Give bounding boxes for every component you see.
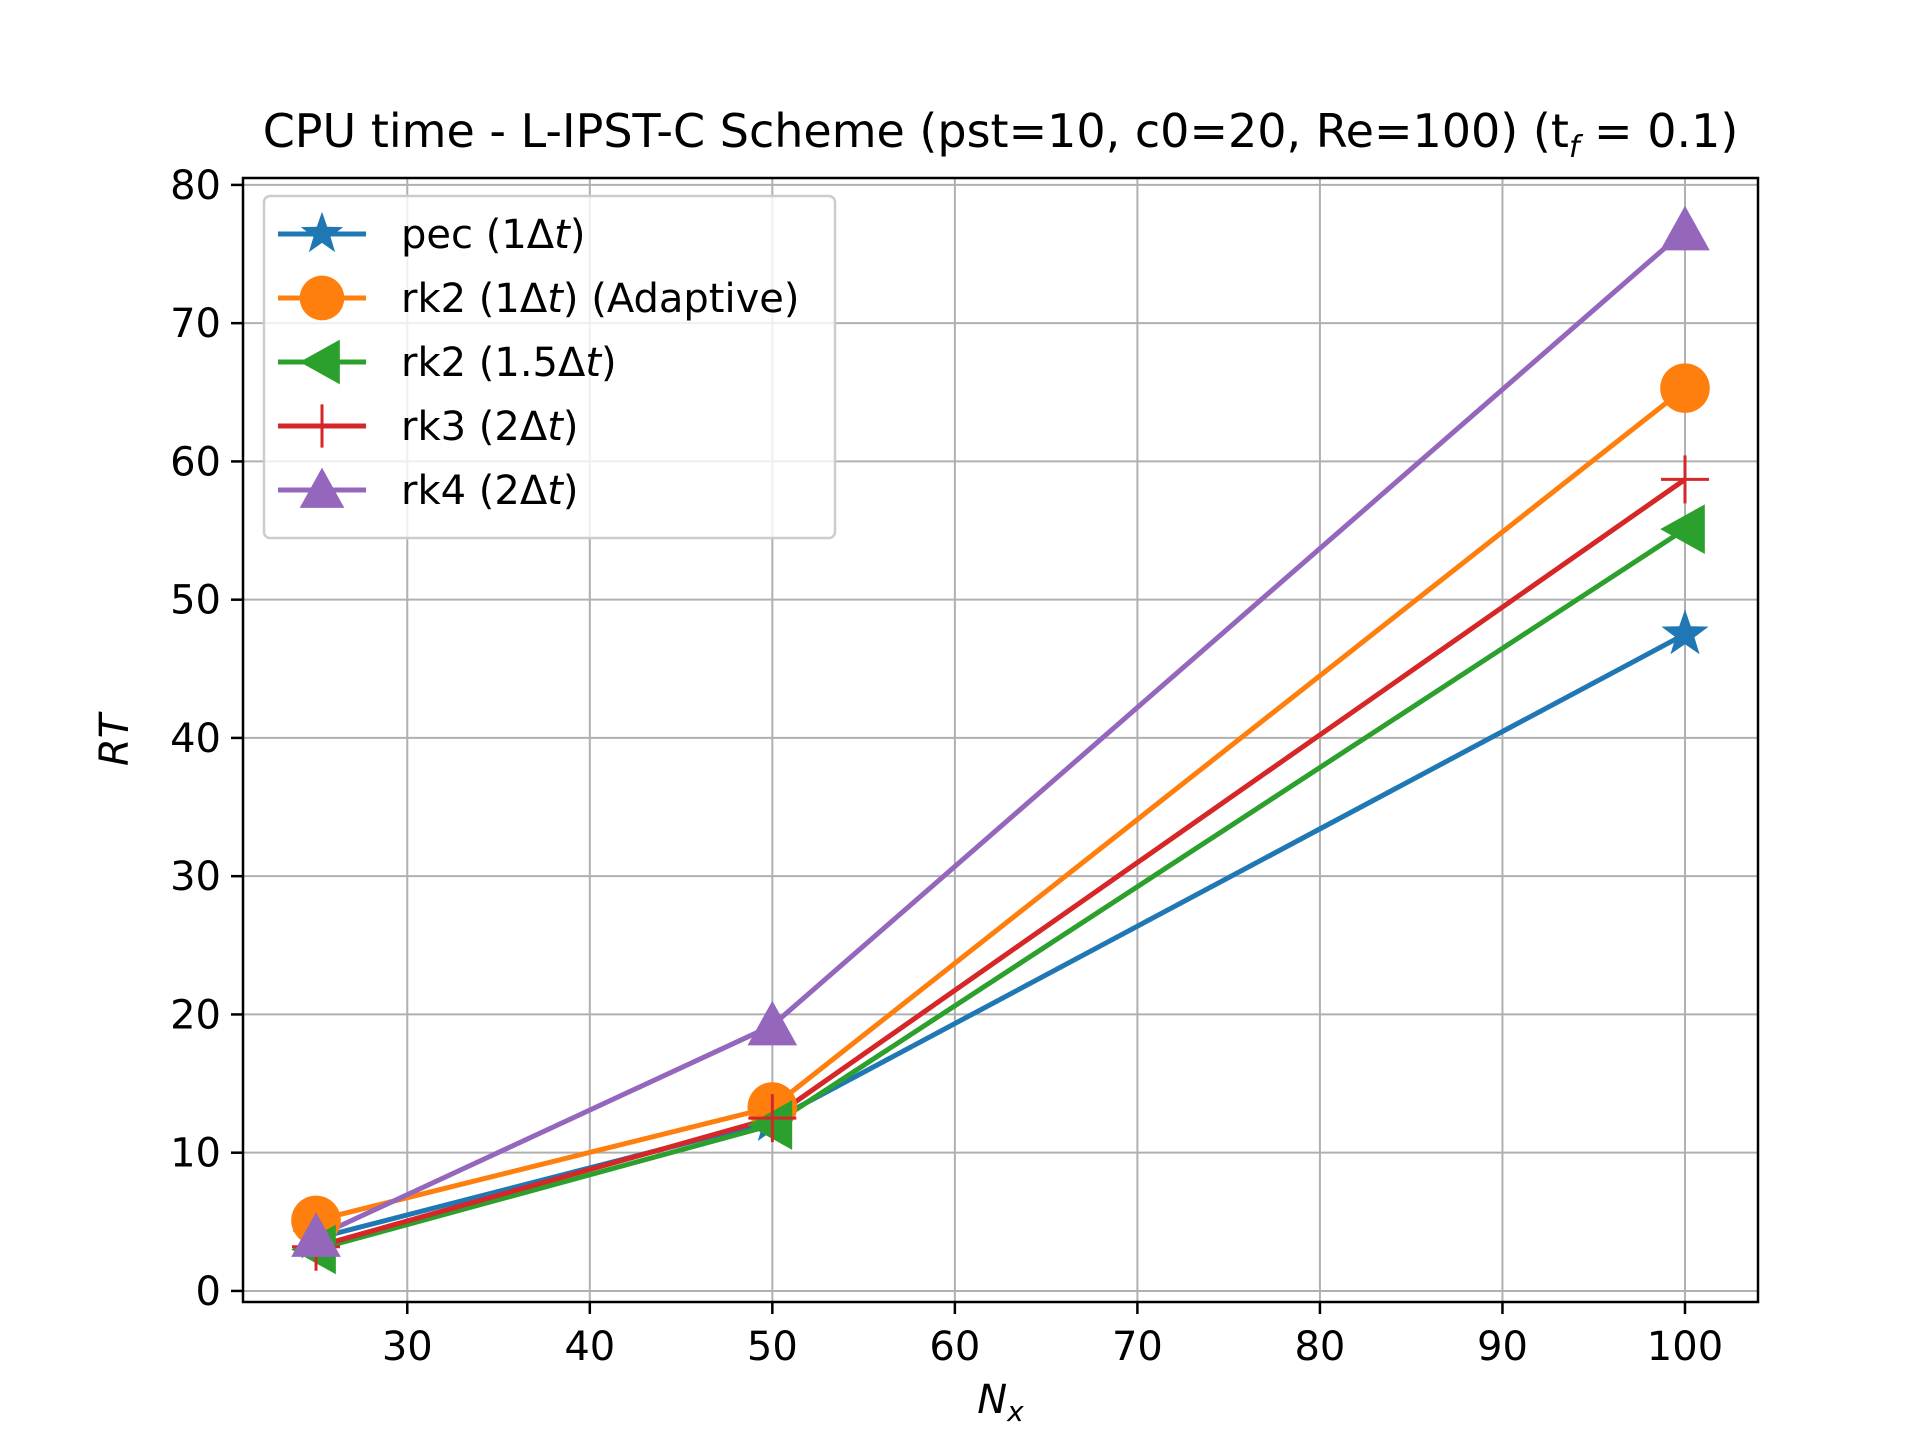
chart-title: CPU time - L-IPST-C Scheme (pst=10, c0=2… — [263, 104, 1739, 165]
legend-marker-0 — [300, 211, 344, 253]
data-point — [291, 1212, 341, 1257]
legend-box — [262, 194, 837, 540]
data-point — [747, 1000, 798, 1046]
y-tick-label: 40 — [170, 716, 221, 762]
data-point — [1660, 363, 1710, 413]
chart-title-main: CPU time - L-IPST-C Scheme (pst=10, c0=2… — [263, 104, 1569, 158]
data-point — [1661, 609, 1709, 655]
data-point — [747, 1100, 793, 1150]
legend-items: pec (1Δt) rk2 (1Δt) (Adaptive) rk2 (1.5Δt)… — [278, 211, 799, 514]
x-axis-title-subscript: x — [1006, 1395, 1024, 1428]
y-tick-label: 10 — [170, 1131, 221, 1177]
x-tick-label: 50 — [747, 1324, 798, 1370]
y-tick-label: 70 — [170, 301, 221, 347]
legend: pec (1Δt) rk2 (1Δt) (Adaptive) rk2 (1.5Δt)… — [262, 194, 837, 540]
legend-label-4: rk4 (2Δt) — [401, 468, 579, 514]
legend-label-2: rk2 (1.5Δt) — [401, 340, 617, 386]
data-point — [1660, 455, 1709, 504]
data-point — [1660, 205, 1710, 251]
x-tick-label: 40 — [564, 1324, 615, 1370]
y-tick-label: 50 — [170, 578, 221, 624]
legend-marker-3 — [300, 404, 344, 448]
y-tick-label: 30 — [170, 854, 221, 900]
legend-label-0: pec (1Δt) — [401, 212, 585, 258]
y-axis-title: RT — [92, 710, 138, 766]
chart-title-tail: = 0.1) — [1579, 104, 1738, 158]
y-tick-label: 20 — [170, 992, 221, 1038]
legend-marker-4 — [299, 467, 345, 508]
x-axis-title-main: N — [977, 1377, 1007, 1423]
legend-label-3: rk3 (2Δt) — [401, 404, 579, 450]
data-point — [748, 1094, 797, 1143]
x-tick-label: 80 — [1294, 1324, 1345, 1370]
series-markers — [291, 205, 1710, 1275]
x-tick-label: 30 — [382, 1324, 433, 1370]
x-tick-label: 90 — [1477, 1324, 1528, 1370]
data-point — [1660, 504, 1705, 554]
legend-label-1: rk2 (1Δt) (Adaptive) — [401, 276, 799, 322]
y-tick-label: 0 — [196, 1269, 221, 1315]
y-tick-label: 80 — [170, 163, 221, 209]
legend-marker-2 — [299, 339, 340, 385]
y-tick-label: 60 — [170, 439, 221, 485]
axis-ticks: 30 40 50 60 70 80 90 100 0 10 20 30 40 50 60 70 80 — [170, 163, 1723, 1370]
legend-marker-1 — [299, 275, 345, 321]
x-tick-label: 60 — [929, 1324, 980, 1370]
x-tick-label: 70 — [1112, 1324, 1163, 1370]
x-axis-title: Nx — [977, 1377, 1024, 1428]
plot-area-frame — [241, 176, 1760, 1304]
x-tick-label: 100 — [1647, 1324, 1723, 1370]
